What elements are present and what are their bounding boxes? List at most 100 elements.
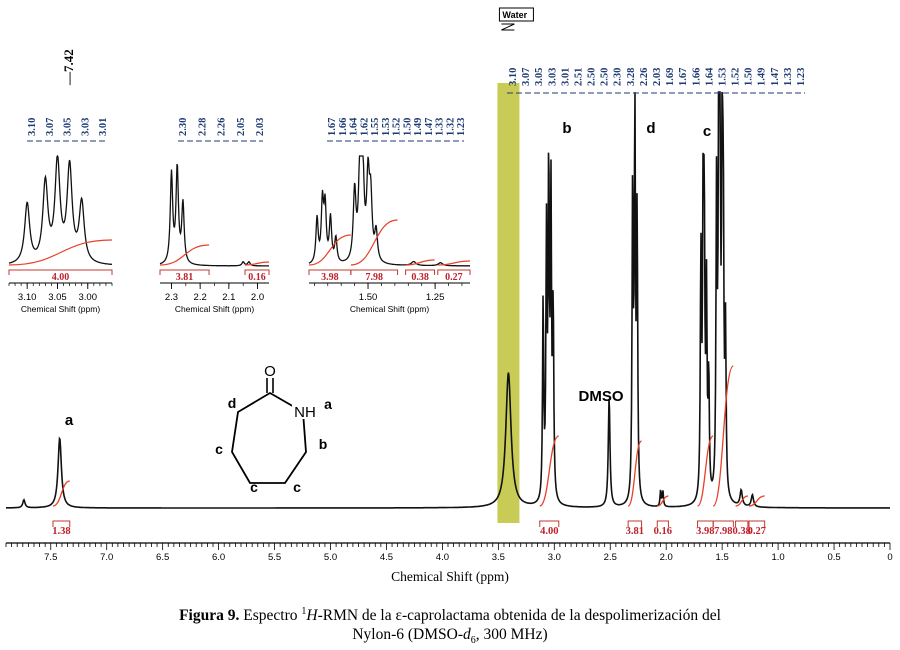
inset-trace-0 (8, 154, 113, 266)
caption-line2-italic: d (463, 626, 471, 644)
inset-shift-label-2-9: 1.47 (424, 118, 435, 136)
x-tick-label-14: 0.5 (827, 552, 840, 563)
inset-shift-label-2-8: 1.49 (413, 118, 424, 136)
caption-line2-text-1: Nylon-6 (DMSO- (352, 626, 463, 644)
inset-tick-label-1-0: 2.3 (165, 292, 178, 303)
inset-integral-bracket-1-1 (244, 269, 270, 275)
shift-label-top-text-22: 1.23 (796, 68, 807, 86)
inset-shift-text-0-3: 3.03 (80, 118, 91, 136)
main-spectrum: 1.38 4.00 3.81 0.16 3.98 7.98 0.380.27 (6, 91, 890, 537)
inset-integral-curve-0-0 (8, 239, 113, 266)
shift-label-7-42-text: —7.42 (61, 49, 76, 86)
inset-shift-label-2-7: 1.50 (402, 118, 413, 136)
x-tick-label-8: 3.5 (492, 552, 505, 563)
shift-label-top-text-7: 2.50 (600, 68, 611, 86)
inset-shift-text-1-0: 2.30 (178, 118, 189, 136)
shift-label-top-17: 1.52 (731, 68, 742, 86)
shift-label-top-text-4: 3.01 (560, 68, 571, 86)
integral-value-7: 0.27 (748, 526, 766, 537)
inset-integral-curve-1-1 (245, 261, 270, 266)
shift-label-top-14: 1.66 (691, 68, 702, 86)
inset-integral-value-0-0: 4.00 (52, 272, 70, 283)
caption-text-1: Espectro (239, 607, 302, 625)
water-band-layer: Water (497, 7, 534, 523)
shift-label-top-15: 1.64 (704, 67, 715, 86)
peak-label-0: a (65, 412, 74, 429)
inset-shift-label-0-3: 3.03 (80, 118, 91, 136)
inset-shift-text-0-4: 3.01 (98, 118, 109, 136)
integral-curve-3 (657, 495, 669, 507)
inset-shift-label-0-0: 3.10 (27, 118, 38, 136)
water-band (497, 83, 520, 523)
x-tick-label-1: 7.0 (100, 552, 113, 563)
shift-label-top-text-14: 1.66 (691, 68, 702, 86)
inset-tick-label-1-2: 2.1 (222, 292, 235, 303)
inset-shift-text-2-0: 1.67 (327, 118, 338, 136)
shift-label-top-text-8: 2.30 (613, 68, 624, 86)
shift-label-top-text-21: 1.33 (783, 68, 794, 86)
shift-label-top-text-9: 3.28 (626, 68, 637, 86)
shift-label-top-text-13: 1.67 (678, 68, 689, 86)
inset-shift-text-2-4: 1.55 (370, 118, 381, 136)
inset-shift-label-0-1: 3.07 (45, 118, 56, 136)
inset-shift-text-2-10: 1.33 (435, 118, 446, 136)
shift-label-top-text-12: 1.69 (665, 68, 676, 86)
shift-label-top-text-3: 3.03 (547, 68, 558, 86)
shift-label-top-20: 1.47 (770, 68, 781, 86)
x-tick-label-2: 6.5 (156, 552, 169, 563)
inset-shift-label-2-10: 1.33 (435, 118, 446, 136)
integral-value-3: 0.16 (654, 526, 672, 537)
integral-bracket-5 (712, 520, 734, 527)
shift-label-top-12: 1.69 (665, 68, 676, 86)
x-tick-label-9: 3.0 (548, 552, 561, 563)
integral-bracket-1 (539, 520, 560, 527)
inset-integral-value-2-2: 0.38 (411, 272, 429, 283)
inset-shift-label-2-0: 1.67 (327, 118, 338, 136)
shift-label-top-text-5: 2.51 (574, 68, 585, 86)
caprolactam-structure: O NH d a c b c c (215, 363, 332, 495)
inset-shift-label-2-3: 1.62 (359, 118, 370, 136)
peak-label-1: b (562, 120, 571, 137)
shift-label-top-text-15: 1.64 (704, 67, 715, 86)
inset-shift-text-1-4: 2.03 (255, 118, 266, 136)
inset-shift-text-2-12: 1.23 (456, 118, 467, 136)
x-tick-label-7: 4.0 (436, 552, 449, 563)
inset-tick-label-1-1: 2.2 (194, 292, 207, 303)
inset-shift-label-2-11: 1.32 (445, 118, 456, 136)
inset-shift-text-1-3: 2.05 (236, 118, 247, 136)
integral-curve-5 (712, 365, 734, 507)
shift-label-top-text-19: 1.49 (757, 68, 768, 86)
x-tick-label-10: 2.5 (604, 552, 617, 563)
inset-shift-label-1-3: 2.05 (236, 118, 247, 136)
shift-label-top-21: 1.33 (783, 68, 794, 86)
inset-shift-label-2-2: 1.64 (349, 117, 360, 136)
shift-label-top-text-17: 1.52 (731, 68, 742, 86)
inset-shift-text-1-1: 2.28 (197, 118, 208, 136)
integral-value-0: 1.38 (52, 526, 70, 537)
inset-axis-title-0: Chemical Shift (ppm) (21, 304, 101, 314)
inset-tick-label-2-1: 1.25 (426, 292, 445, 303)
shift-label-top-22: 1.23 (796, 68, 807, 86)
integral-curve-4 (696, 435, 714, 507)
inset-integral-curve-2-1 (350, 219, 398, 266)
inset-shift-text-0-0: 3.10 (27, 118, 38, 136)
shift-label-top-text-16: 1.53 (718, 68, 729, 86)
integral-value-5: 7.98 (714, 526, 732, 537)
x-tick-label-15: 0 (887, 552, 892, 563)
peak-label-3: d (646, 120, 655, 137)
shift-label-top-2: 3.05 (534, 68, 545, 86)
structure-label-1: a (324, 396, 332, 412)
integral-bracket-0 (52, 520, 71, 527)
caption-line2-subscript: 6 (470, 635, 476, 647)
shift-label-top-text-6: 2.50 (587, 68, 598, 86)
inset-shift-text-2-7: 1.50 (402, 118, 413, 136)
main-x-axis: 7.5 7.0 6.5 6.0 5.5 5.0 4.5 4.0 3.5 3.0 2.5 2.0 1.5 1… (5, 542, 893, 584)
inset-integral-bracket-1-0 (159, 269, 210, 275)
integral-value-4: 3.98 (696, 526, 714, 537)
shift-label-top-7: 2.50 (600, 68, 611, 86)
x-tick-label-12: 1.5 (716, 552, 729, 563)
x-tick-label-0: 7.5 (44, 552, 57, 563)
shift-label-top-5: 2.51 (574, 68, 585, 86)
integral-curve-2 (627, 440, 643, 507)
